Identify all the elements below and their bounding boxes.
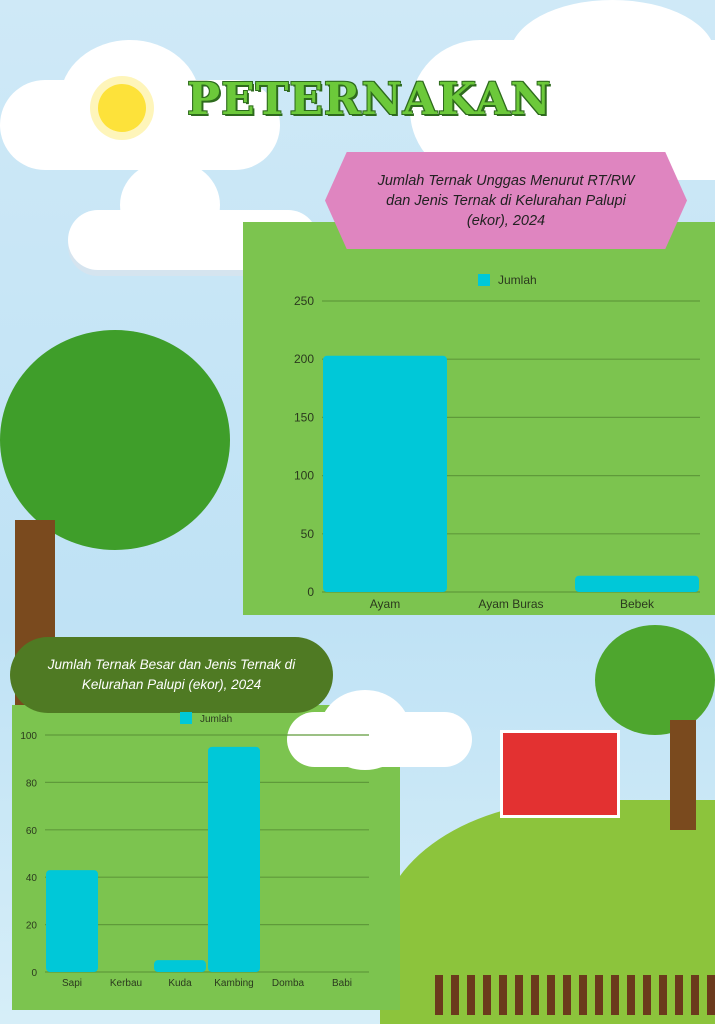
bar-ayam (323, 355, 447, 592)
x-tick-label: Ayam Buras (478, 597, 543, 611)
x-tick-label: Kuda (168, 978, 192, 989)
fence (435, 975, 715, 1015)
x-tick-label: Sapi (62, 978, 82, 989)
cloud (320, 690, 410, 770)
chart-unggas: 0 50 100 150 200 250 Ayam Ayam Buras Bebek Jumlah (294, 273, 700, 611)
x-tick-label: Babi (332, 978, 352, 989)
chart-ternak-besar: 0 20 40 60 80 100 Sapi Kerbau Kuda Kambing Domba Ba… (20, 712, 369, 989)
y-tick-label: 150 (294, 410, 314, 424)
bar-kambing (208, 746, 260, 972)
x-tick-label: Bebek (620, 597, 655, 611)
y-tick-label: 100 (294, 469, 314, 483)
chart-panel-unggas (243, 222, 715, 615)
sun-icon (98, 84, 146, 132)
legend-label: Jumlah (200, 714, 232, 725)
cloud (510, 0, 715, 110)
y-tick-label: 20 (26, 921, 38, 932)
y-tick-label: 50 (301, 527, 315, 541)
x-tick-label: Kambing (214, 978, 253, 989)
legend-swatch (180, 712, 192, 724)
barn (500, 730, 620, 818)
tree-right-trunk (670, 720, 696, 830)
y-tick-label: 80 (26, 778, 38, 789)
tree-left (0, 330, 230, 550)
y-tick-label: 0 (31, 968, 37, 979)
page-title: PETERNAKAN (187, 74, 552, 125)
legend-label: Jumlah (498, 273, 537, 287)
y-tick-label: 40 (26, 873, 38, 884)
bar-kuda (154, 960, 206, 972)
y-tick-label: 200 (294, 352, 314, 366)
y-tick-label: 0 (307, 585, 314, 599)
y-tick-label: 250 (294, 294, 314, 308)
x-tick-label: Ayam (370, 597, 400, 611)
bar-bebek (575, 575, 699, 592)
x-tick-label: Domba (272, 978, 305, 989)
y-tick-label: 100 (20, 731, 37, 742)
bar-sapi (46, 870, 98, 972)
x-tick-label: Kerbau (110, 978, 142, 989)
cloud (120, 160, 220, 250)
chart-title-ternak-besar: Jumlah Ternak Besar dan Jenis Ternak di … (10, 637, 333, 713)
tree-right (595, 625, 715, 735)
legend-swatch (478, 274, 490, 286)
chart-title-unggas: Jumlah Ternak Unggas Menurut RT/RW dan J… (325, 152, 687, 249)
y-tick-label: 60 (26, 826, 38, 837)
